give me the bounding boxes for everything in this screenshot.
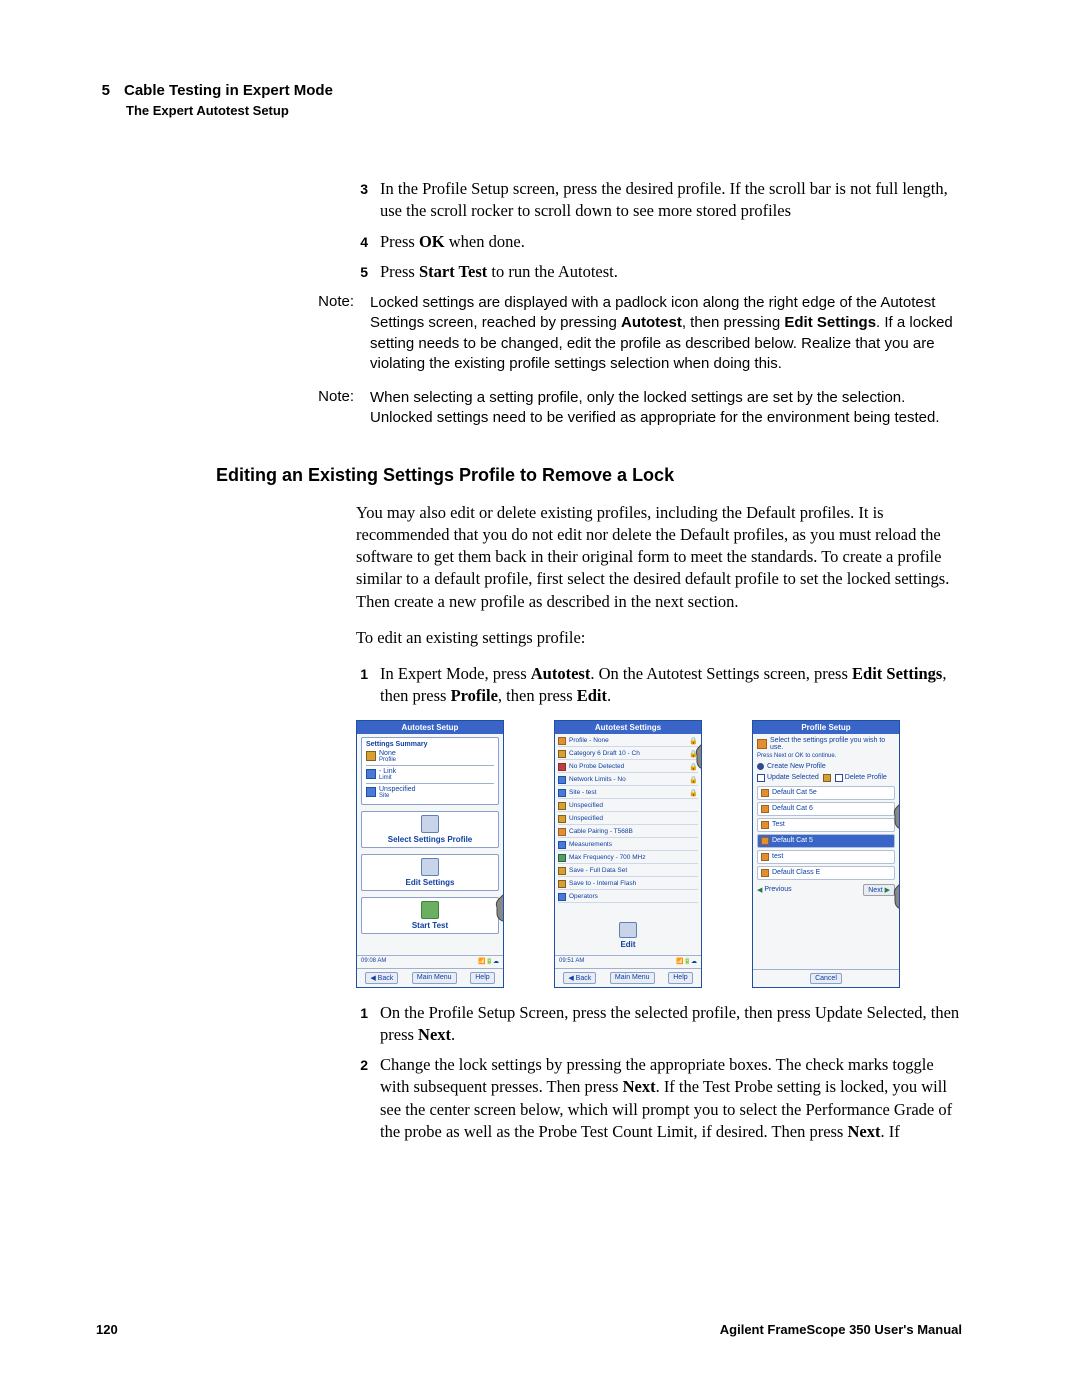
row-label: None bbox=[379, 750, 396, 757]
row-label: - Link bbox=[379, 768, 396, 775]
start-test-button[interactable]: Start Test bbox=[366, 921, 494, 930]
main-menu-button[interactable]: Main Menu bbox=[610, 972, 655, 984]
settings-row[interactable]: Max Frequency - 700 MHz bbox=[558, 853, 698, 864]
profile-item[interactable]: Default Cat 5 bbox=[757, 834, 895, 848]
settings-row[interactable]: Category 6 Draft 10 - Ch🔒 bbox=[558, 749, 698, 760]
step-text: On the Profile Setup Screen, press the s… bbox=[380, 1002, 962, 1047]
summary-label: Settings Summary bbox=[366, 741, 494, 748]
time-label: 09:51 AM bbox=[559, 958, 584, 965]
edit-settings-button[interactable]: Edit Settings bbox=[366, 878, 494, 887]
step-item: 3 In the Profile Setup screen, press the… bbox=[356, 178, 962, 223]
help-button[interactable]: Help bbox=[668, 972, 692, 984]
subsection-title: The Expert Autotest Setup bbox=[126, 103, 962, 118]
step-item: 4 Press OK when done. bbox=[356, 231, 962, 253]
screenshot-row: Autotest Setup Settings Summary NoneProf… bbox=[356, 720, 962, 988]
help-button[interactable]: Help bbox=[470, 972, 494, 984]
note-text: Locked settings are displayed with a pad… bbox=[370, 293, 962, 374]
screenshot-profile-setup: Profile Setup Select the settings profil… bbox=[752, 720, 900, 988]
time-label: 09:08 AM bbox=[361, 958, 386, 965]
step-number: 2 bbox=[356, 1054, 368, 1143]
step-1: 1 In Expert Mode, press Autotest. On the… bbox=[356, 663, 962, 708]
step-number: 1 bbox=[356, 663, 368, 708]
settings-row[interactable]: Network Limits - No🔒 bbox=[558, 775, 698, 786]
note-label: Note: bbox=[314, 293, 354, 374]
section-heading: Editing an Existing Settings Profile to … bbox=[216, 465, 962, 486]
row-sub: Site bbox=[379, 793, 416, 799]
profile-item[interactable]: Default Cat 5e bbox=[757, 786, 895, 800]
note: Note: Locked settings are displayed with… bbox=[314, 293, 962, 374]
step-item: 1 On the Profile Setup Screen, press the… bbox=[356, 1002, 962, 1047]
delete-profile[interactable]: Delete Profile bbox=[845, 774, 887, 781]
doc-title: Agilent FrameScope 350 User's Manual bbox=[720, 1322, 962, 1337]
pointing-hand-icon bbox=[691, 733, 702, 773]
note-text: When selecting a setting profile, only t… bbox=[370, 388, 962, 429]
chapter-title: Cable Testing in Expert Mode bbox=[124, 82, 333, 99]
settings-row[interactable]: Cable Pairing - T568B bbox=[558, 827, 698, 838]
step-number: 3 bbox=[356, 178, 368, 223]
update-selected[interactable]: Update Selected bbox=[767, 774, 819, 781]
select-profile-button[interactable]: Select Settings Profile bbox=[366, 835, 494, 844]
intro-paragraph: You may also edit or delete existing pro… bbox=[356, 502, 956, 613]
pointing-hand-icon bbox=[889, 873, 900, 913]
bottom-steps: 1 On the Profile Setup Screen, press the… bbox=[356, 1002, 962, 1144]
step-item: 5 Press Start Test to run the Autotest. bbox=[356, 261, 962, 283]
pointing-hand-icon bbox=[491, 885, 504, 925]
status-icons: 📶🔋☁ bbox=[478, 958, 499, 965]
settings-row[interactable]: No Probe Detected🔒 bbox=[558, 762, 698, 773]
status-icons: 📶🔋☁ bbox=[676, 958, 697, 965]
page-number: 120 bbox=[96, 1322, 118, 1337]
settings-row[interactable]: Save - Full Data Set bbox=[558, 866, 698, 877]
step-text: Press OK when done. bbox=[380, 231, 962, 253]
row-label: Unspecified bbox=[379, 786, 416, 793]
main-menu-button[interactable]: Main Menu bbox=[412, 972, 457, 984]
settings-row[interactable]: Unspecified bbox=[558, 814, 698, 825]
step-text: Press Start Test to run the Autotest. bbox=[380, 261, 962, 283]
step-text: In the Profile Setup screen, press the d… bbox=[380, 178, 962, 223]
profile-item[interactable]: Default Cat 6 bbox=[757, 802, 895, 816]
row-sub: Limit bbox=[379, 775, 396, 781]
page-footer: 120 Agilent FrameScope 350 User's Manual bbox=[96, 1322, 962, 1337]
cancel-button[interactable]: Cancel bbox=[810, 973, 842, 984]
step-number: 4 bbox=[356, 231, 368, 253]
back-button[interactable]: ◀ Back bbox=[365, 972, 398, 984]
screenshot-autotest-settings: Autotest Settings Profile - None🔒 Categor… bbox=[554, 720, 702, 988]
note: Note: When selecting a setting profile, … bbox=[314, 388, 962, 429]
edit-intro: To edit an existing settings profile: bbox=[356, 627, 956, 649]
row-sub: Profile bbox=[379, 757, 396, 763]
profile-item[interactable]: Default Class E bbox=[757, 866, 895, 880]
top-steps: 3 In the Profile Setup screen, press the… bbox=[356, 178, 962, 283]
profile-item[interactable]: Test bbox=[757, 818, 895, 832]
shot-title: Autotest Setup bbox=[357, 721, 503, 734]
profile-item[interactable]: test bbox=[757, 850, 895, 864]
step-number: 1 bbox=[356, 1002, 368, 1047]
settings-row[interactable]: Site - test🔒 bbox=[558, 788, 698, 799]
create-profile[interactable]: Create New Profile bbox=[767, 763, 826, 770]
settings-row[interactable]: Unspecified bbox=[558, 801, 698, 812]
instr-text: Select the settings profile you wish to … bbox=[770, 737, 895, 751]
edit-button[interactable]: Edit bbox=[555, 940, 701, 949]
previous-button[interactable]: ◀Previous bbox=[757, 884, 792, 896]
shot-title: Autotest Settings bbox=[555, 721, 701, 734]
step-text: Change the lock settings by pressing the… bbox=[380, 1054, 962, 1143]
screenshot-autotest-setup: Autotest Setup Settings Summary NoneProf… bbox=[356, 720, 504, 988]
step-number: 5 bbox=[356, 261, 368, 283]
pointing-hand-icon bbox=[889, 793, 900, 833]
note-label: Note: bbox=[314, 388, 354, 429]
settings-row[interactable]: Save to - Internal Flash bbox=[558, 879, 698, 890]
settings-row[interactable]: Measurements bbox=[558, 840, 698, 851]
back-button[interactable]: ◀ Back bbox=[563, 972, 596, 984]
shot-title: Profile Setup bbox=[753, 721, 899, 734]
step-text: In Expert Mode, press Autotest. On the A… bbox=[380, 663, 962, 708]
step-item: 2 Change the lock settings by pressing t… bbox=[356, 1054, 962, 1143]
settings-row[interactable]: Profile - None🔒 bbox=[558, 736, 698, 747]
chapter-number: 5 bbox=[96, 82, 110, 99]
instr2-text: Press Next or OK to continue. bbox=[757, 753, 895, 759]
settings-row[interactable]: Operators bbox=[558, 892, 698, 903]
